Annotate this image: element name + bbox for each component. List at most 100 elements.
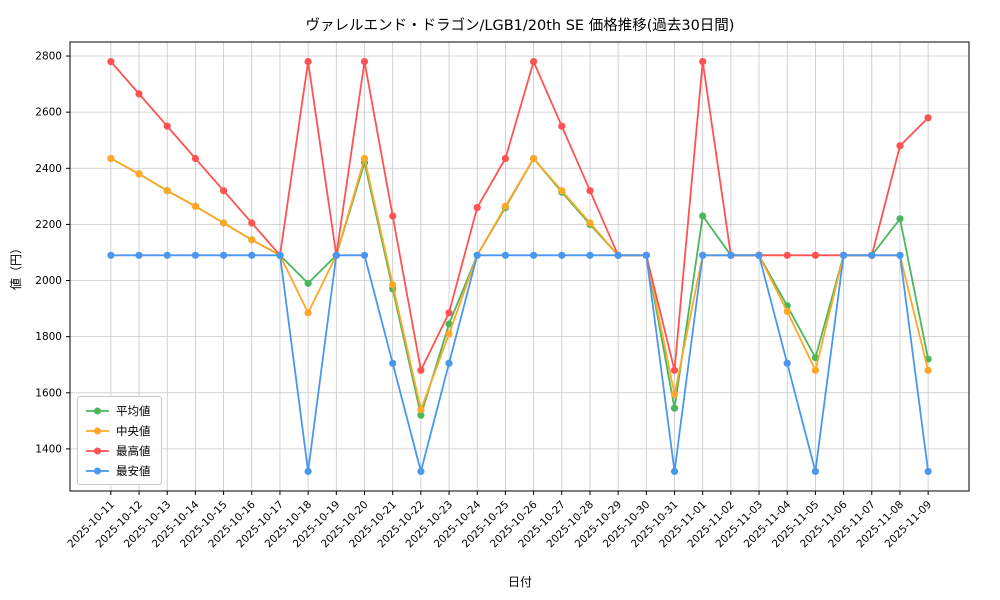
- data-point-marker: [220, 187, 228, 195]
- data-point-marker: [501, 251, 509, 259]
- legend: 平均値 中央値 最高値 最安値: [77, 396, 162, 485]
- y-tick-label: 2200: [35, 219, 62, 231]
- data-point-marker: [924, 114, 932, 122]
- y-tick-label: 2800: [35, 51, 62, 63]
- series-line: [110, 254, 929, 475]
- data-point-marker: [248, 236, 256, 244]
- data-point-marker: [191, 154, 199, 163]
- data-point-marker: [220, 219, 228, 227]
- legend-item-max: 最高値: [85, 442, 151, 459]
- data-point-marker: [755, 251, 763, 259]
- data-point-marker: [783, 359, 791, 367]
- data-point-marker: [417, 411, 425, 419]
- legend-item-median: 中央値: [85, 422, 151, 439]
- data-point-marker: [924, 366, 932, 374]
- data-point-marker: [868, 251, 876, 259]
- data-point-marker: [445, 359, 453, 367]
- data-point-marker: [276, 251, 284, 259]
- data-point-marker: [135, 90, 143, 98]
- legend-label-average: 平均値: [116, 403, 151, 418]
- chart-title: ヴァレルエンド・ドラゴン/LGB1/20th SE 価格推移(過去30日間): [306, 16, 735, 34]
- data-point-marker: [248, 219, 256, 227]
- data-point-marker: [417, 406, 425, 414]
- data-point-marker: [107, 251, 115, 259]
- y-tick-label: 1400: [35, 443, 62, 455]
- data-point-marker: [417, 467, 425, 475]
- legend-line-marker-min: [86, 467, 109, 474]
- data-point-marker: [642, 251, 650, 259]
- data-point-marker: [501, 154, 509, 163]
- y-axis-label: 値（円）: [8, 242, 23, 290]
- data-point-marker: [473, 204, 481, 212]
- data-point-marker: [670, 404, 679, 412]
- data-point-marker: [783, 251, 791, 259]
- legend-line-marker-max: [86, 447, 109, 454]
- data-point-marker: [445, 309, 453, 317]
- legend-line-marker-median: [86, 427, 109, 434]
- legend-label-median: 中央値: [116, 423, 151, 438]
- x-axis-label: 日付: [508, 575, 532, 589]
- data-point-marker: [811, 467, 820, 475]
- y-tick-label: 1600: [35, 387, 62, 399]
- data-point-marker: [163, 251, 171, 259]
- data-point-marker: [811, 251, 820, 259]
- legend-item-min: 最安値: [85, 462, 151, 479]
- data-point-marker: [445, 330, 453, 338]
- data-point-marker: [389, 281, 397, 289]
- data-point-marker: [501, 202, 509, 210]
- data-point-marker: [220, 251, 228, 259]
- data-point-marker: [670, 467, 679, 475]
- data-point-marker: [783, 307, 791, 315]
- data-point-marker: [163, 187, 171, 195]
- series-line: [110, 156, 929, 413]
- data-point-marker: [811, 366, 820, 374]
- series-中央値: [107, 154, 932, 414]
- data-point-marker: [558, 122, 566, 130]
- data-point-marker: [586, 187, 594, 195]
- data-point-marker: [191, 251, 199, 259]
- data-point-marker: [530, 154, 538, 163]
- y-tick-label: 2000: [35, 275, 62, 287]
- data-point-marker: [896, 142, 904, 150]
- data-point-marker: [304, 309, 312, 317]
- data-point-marker: [360, 154, 369, 163]
- data-point-marker: [304, 467, 312, 475]
- data-point-marker: [530, 251, 538, 259]
- plot-border: [69, 41, 970, 492]
- data-point-marker: [107, 58, 115, 66]
- data-point-marker: [191, 202, 199, 210]
- data-point-marker: [699, 212, 707, 220]
- series-最高値: [107, 58, 932, 374]
- data-point-marker: [924, 467, 932, 475]
- legend-label-max: 最高値: [116, 443, 151, 458]
- gridlines: [70, 42, 969, 491]
- data-point-marker: [332, 251, 340, 259]
- data-point-marker: [163, 122, 171, 130]
- data-point-marker: [389, 359, 397, 367]
- y-tick-label: 2600: [35, 107, 62, 119]
- data-point-marker: [699, 251, 707, 259]
- data-point-marker: [840, 251, 848, 259]
- data-point-marker: [699, 58, 707, 66]
- legend-label-min: 最安値: [116, 463, 151, 478]
- y-tick-label: 1800: [35, 331, 62, 343]
- data-point-marker: [473, 251, 481, 259]
- data-point-marker: [107, 154, 115, 163]
- y-tick-label: 2400: [35, 163, 62, 175]
- data-point-marker: [586, 219, 594, 227]
- series-最安値: [107, 251, 932, 475]
- data-point-marker: [135, 170, 143, 178]
- data-point-marker: [670, 366, 679, 374]
- data-point-marker: [417, 366, 425, 374]
- data-point-marker: [727, 251, 735, 259]
- data-point-marker: [530, 58, 538, 66]
- data-point-marker: [896, 215, 904, 223]
- data-point-marker: [360, 251, 369, 259]
- data-point-marker: [558, 251, 566, 259]
- data-point-marker: [389, 212, 397, 220]
- series-line: [110, 58, 929, 374]
- data-point-marker: [614, 251, 622, 259]
- data-point-marker: [360, 58, 369, 66]
- data-point-marker: [304, 58, 312, 66]
